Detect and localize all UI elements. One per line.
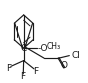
- Text: CH₃: CH₃: [47, 42, 61, 51]
- Text: F: F: [33, 67, 38, 76]
- Text: F: F: [6, 64, 11, 73]
- Text: C: C: [21, 44, 27, 53]
- Text: Cl: Cl: [71, 51, 80, 60]
- Text: O: O: [60, 61, 67, 70]
- Text: -O: -O: [37, 44, 48, 53]
- Text: F: F: [20, 72, 25, 81]
